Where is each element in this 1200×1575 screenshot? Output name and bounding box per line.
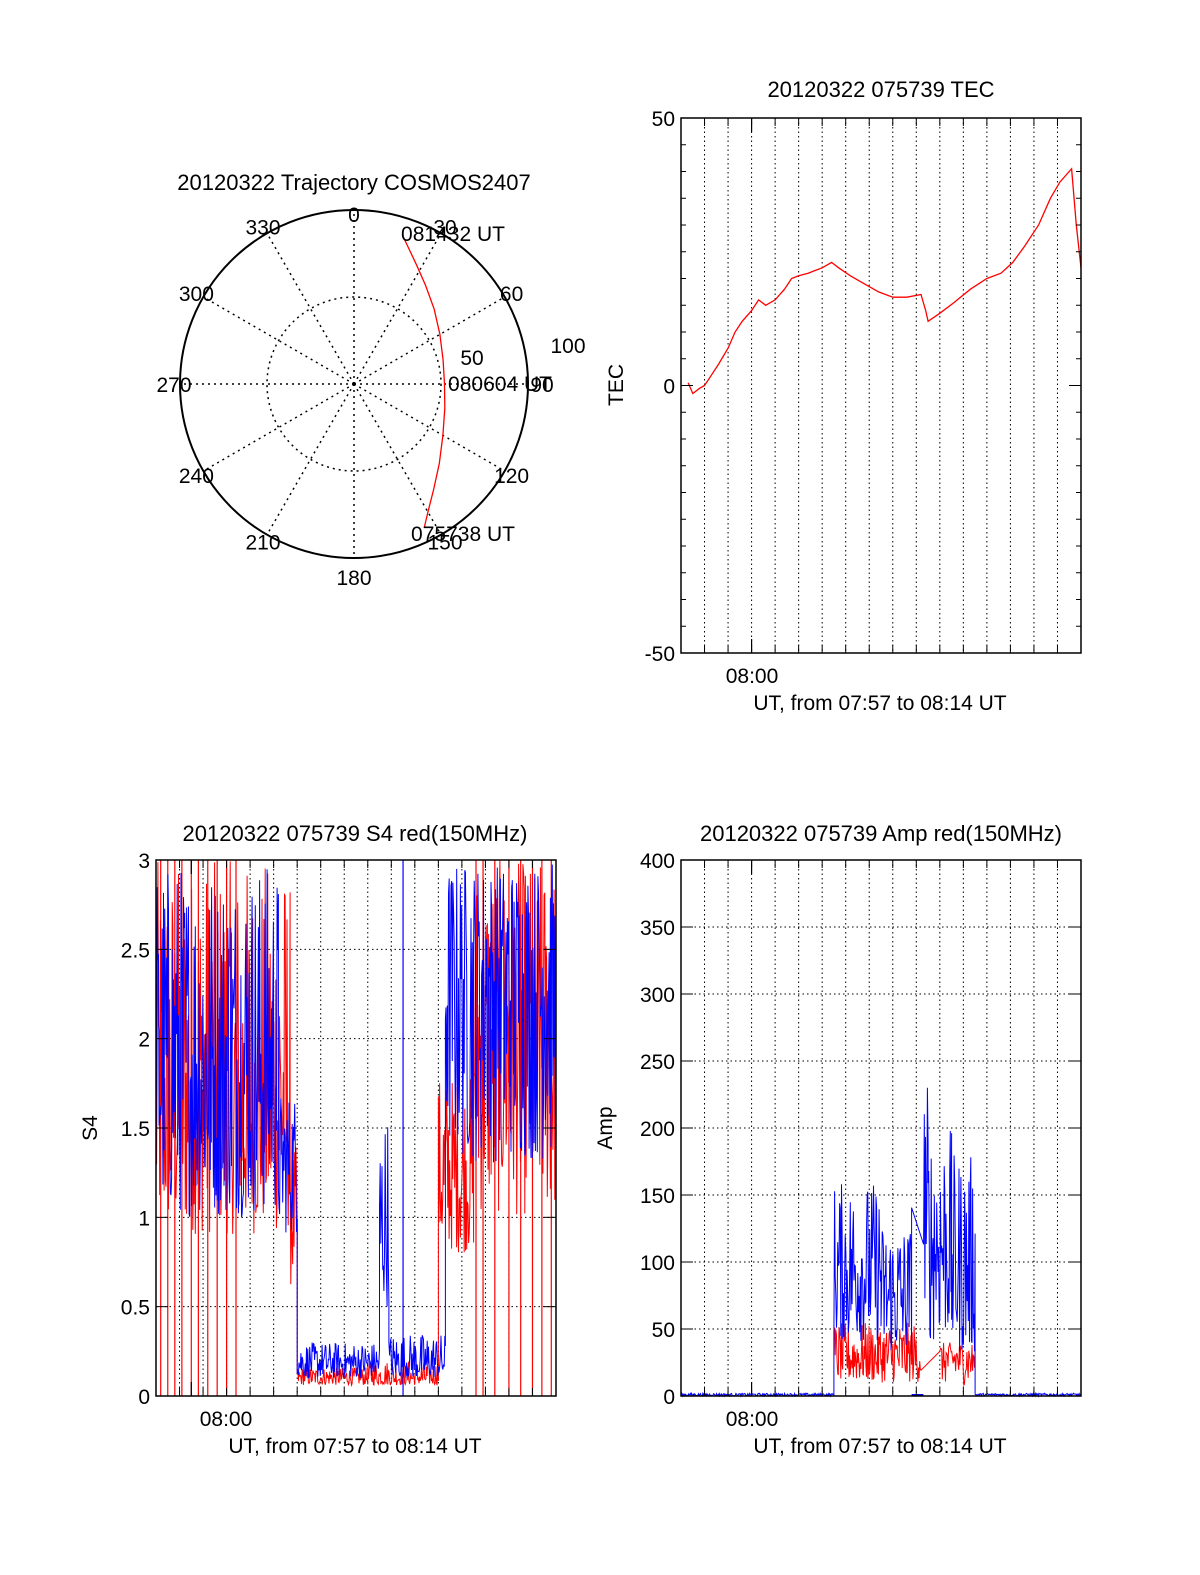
polar-azimuth-label: 60 bbox=[500, 283, 523, 306]
tec-plot-frame bbox=[680, 117, 1082, 654]
polar-spoke bbox=[266, 383, 355, 536]
tec-panel: 20120322 075739 TEC -50 0 50 08:00 UT, fro… bbox=[605, 77, 1082, 715]
polar-azimuth-label: 30 bbox=[433, 216, 456, 239]
blue-gap-floor bbox=[911, 1394, 924, 1396]
y-tick-label: 2 bbox=[138, 1029, 150, 1052]
polar-azimuth-label: 210 bbox=[245, 532, 280, 555]
s4-panel: 20120322 075739 S4 red(150MHz) 0 0.5 1 1.5 2… bbox=[79, 821, 557, 1458]
y-tick-label: 300 bbox=[640, 984, 675, 1007]
trajectory-title: 20120322 Trajectory COSMOS2407 bbox=[177, 170, 530, 195]
y-tick-label: 1.5 bbox=[121, 1118, 150, 1141]
polar-azimuth-label: 180 bbox=[336, 567, 371, 590]
polar-azimuth-label: 300 bbox=[179, 283, 214, 306]
tec-y-axis-label: TEC bbox=[605, 364, 628, 406]
y-tick-label: 50 bbox=[652, 1319, 675, 1342]
polar-azimuth-label: 90 bbox=[530, 374, 553, 397]
red-series-line bbox=[687, 167, 1082, 395]
s4-x-axis-label: UT, from 07:57 to 08:14 UT bbox=[228, 1435, 481, 1458]
s4-title: 20120322 075739 S4 red(150MHz) bbox=[183, 821, 528, 846]
polar-azimuth-label: 120 bbox=[494, 465, 529, 488]
y-tick-label: 2.5 bbox=[121, 939, 150, 962]
red-series-trace bbox=[833, 1322, 976, 1387]
polar-azimuth-label: 0 bbox=[348, 204, 360, 227]
y-tick-label: 400 bbox=[640, 850, 675, 873]
tec-title: 20120322 075739 TEC bbox=[767, 77, 994, 102]
blue-series-trace bbox=[155, 864, 557, 1380]
y-tick-label: 0.5 bbox=[121, 1297, 150, 1320]
y-tick-label: 0 bbox=[663, 376, 675, 399]
trajectory-line bbox=[401, 234, 446, 529]
polar-azimuth-label: 330 bbox=[245, 216, 280, 239]
y-tick-label: 150 bbox=[640, 1185, 675, 1208]
s4-y-axis-label: S4 bbox=[79, 1115, 102, 1141]
polar-azimuth-label: 240 bbox=[179, 465, 214, 488]
polar-spoke bbox=[353, 296, 506, 385]
y-tick-label: -50 bbox=[645, 643, 675, 666]
y-tick-label: 100 bbox=[640, 1252, 675, 1275]
polar-spoke bbox=[353, 232, 442, 385]
polar-outer-circle bbox=[179, 209, 529, 559]
amp-y-axis-label: Amp bbox=[594, 1106, 617, 1149]
tec-x-axis-label: UT, from 07:57 to 08:14 UT bbox=[753, 692, 1006, 715]
y-tick-label: 250 bbox=[640, 1051, 675, 1074]
y-tick-label: 0 bbox=[138, 1386, 150, 1409]
amp-title: 20120322 075739 Amp red(150MHz) bbox=[700, 821, 1062, 846]
polar-spoke bbox=[202, 296, 355, 385]
polar-spoke bbox=[266, 232, 355, 385]
polar-spoke bbox=[353, 383, 506, 472]
polar-radial-label: 100 bbox=[550, 335, 585, 358]
amp-panel: 20120322 075739 Amp red(150MHz) 0 50 100 15… bbox=[594, 821, 1082, 1458]
polar-grid-circle bbox=[266, 296, 442, 472]
amp-x-tick-label: 08:00 bbox=[726, 1408, 779, 1431]
trajectory-start-label: 075738 UT bbox=[411, 523, 515, 546]
amp-x-axis-label: UT, from 07:57 to 08:14 UT bbox=[753, 1435, 1006, 1458]
y-tick-label: 3 bbox=[138, 850, 150, 873]
polar-azimuth-label: 270 bbox=[156, 374, 191, 397]
polar-spoke bbox=[202, 383, 355, 472]
y-tick-label: 0 bbox=[663, 1386, 675, 1409]
trajectory-mid-label: 080604 UT bbox=[448, 373, 552, 396]
polar-azimuth-label: 150 bbox=[427, 532, 462, 555]
y-tick-label: 350 bbox=[640, 917, 675, 940]
s4-x-tick-label: 08:00 bbox=[200, 1408, 253, 1431]
y-tick-label: 1 bbox=[138, 1207, 150, 1230]
y-tick-label: 50 bbox=[652, 108, 675, 131]
trajectory-panel: 20120322 Trajectory COSMOS2407 0 30 60 90 12… bbox=[156, 170, 585, 590]
tec-x-tick-label: 08:00 bbox=[726, 665, 779, 688]
polar-spoke bbox=[353, 383, 442, 536]
y-tick-label: 200 bbox=[640, 1118, 675, 1141]
polar-radial-label: 50 bbox=[460, 347, 483, 370]
trajectory-end-label: 081432 UT bbox=[401, 223, 505, 246]
